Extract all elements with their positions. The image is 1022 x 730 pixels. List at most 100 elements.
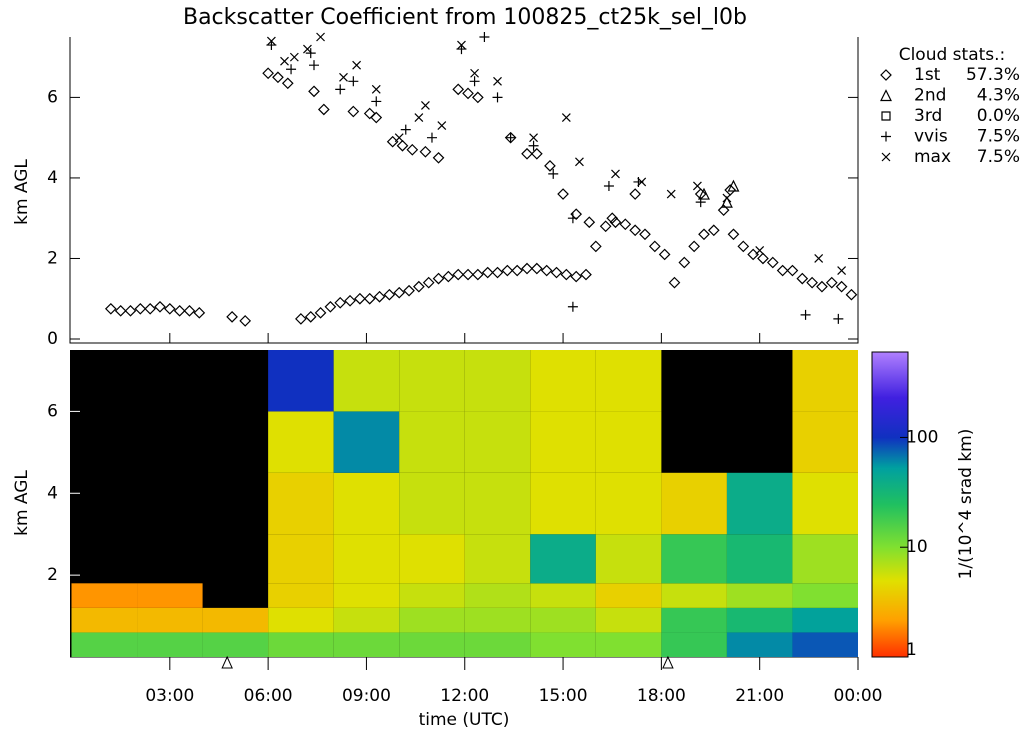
legend-label: max (914, 147, 951, 167)
heat-cell (333, 411, 400, 473)
data-point (814, 254, 824, 263)
data-point (370, 111, 383, 124)
data-point (548, 168, 559, 179)
heat-cell (595, 472, 662, 535)
heat-cell (464, 472, 531, 535)
data-point (470, 68, 480, 78)
heat-cell (202, 607, 269, 633)
data-point (609, 216, 622, 229)
heat-cell (268, 411, 334, 473)
heat-cell (595, 534, 662, 584)
heat-cell (71, 607, 138, 633)
data-point (658, 248, 671, 261)
heat-cell (137, 583, 203, 608)
data-point (707, 224, 720, 237)
data-point (339, 72, 348, 82)
data-point (114, 304, 127, 317)
legend-symbol (881, 131, 891, 142)
data-point (348, 76, 359, 87)
data-point (589, 240, 602, 253)
data-point (570, 270, 583, 283)
data-point (666, 189, 676, 199)
data-point (442, 270, 455, 283)
data-point (452, 268, 465, 281)
data-point (727, 179, 740, 192)
data-point (472, 268, 484, 281)
data-point (295, 313, 307, 325)
data-point (304, 311, 317, 323)
data-point (561, 113, 571, 122)
data-point (226, 311, 238, 323)
heat-cell (399, 350, 465, 412)
data-point (747, 248, 759, 261)
heat-cell (595, 350, 662, 412)
data-point (481, 266, 494, 279)
legend-symbol (880, 89, 892, 102)
heat-cell (202, 632, 269, 657)
heat-cell (530, 472, 596, 535)
data-point (678, 256, 691, 269)
data-point (317, 103, 330, 116)
data-point (530, 262, 543, 275)
data-point (266, 36, 276, 46)
data-point (717, 204, 730, 216)
legend-label: 2nd (914, 86, 946, 106)
data-point (668, 276, 681, 289)
heat-cell (792, 607, 858, 633)
data-point (825, 276, 838, 289)
heat-cell (726, 534, 793, 584)
data-point (432, 272, 445, 285)
heat-cell (661, 472, 727, 535)
heat-cell (399, 607, 465, 633)
data-point (575, 157, 584, 167)
data-point (308, 85, 320, 98)
heat-cell (595, 632, 662, 657)
data-point (757, 252, 769, 265)
colorbar (872, 352, 908, 657)
heat-cell (333, 607, 400, 633)
heat-cell (268, 583, 334, 608)
heat-cell (792, 350, 858, 412)
data-point (599, 220, 612, 233)
legend-label: 1st (914, 65, 941, 85)
heat-cell (792, 472, 858, 535)
data-point (550, 266, 563, 279)
heat-cell (464, 583, 531, 608)
colorbar-tick-label: 100 (906, 427, 938, 447)
data-point (354, 292, 366, 305)
data-point (695, 197, 706, 208)
heat-cell (595, 607, 662, 633)
data-point (462, 87, 474, 100)
heat-cell (595, 583, 662, 608)
heat-cell (726, 583, 793, 608)
data-point (193, 306, 206, 319)
y-tick-label: 6 (47, 401, 58, 421)
heat-cell (792, 583, 858, 608)
data-point (363, 107, 376, 120)
data-point (692, 181, 702, 191)
heat-cell (399, 472, 465, 535)
data-point (491, 266, 504, 279)
data-point (606, 212, 619, 225)
heat-cell (268, 632, 334, 657)
time-marker (662, 655, 674, 669)
heat-cell (333, 632, 400, 657)
data-point (334, 296, 347, 309)
heat-cell (464, 411, 531, 473)
data-point (776, 264, 789, 277)
legend-label: vvis (914, 127, 948, 147)
data-point (309, 60, 320, 71)
heat-cell (333, 350, 400, 412)
x-tick-label: 00:00 (834, 686, 883, 706)
data-point (737, 240, 750, 253)
y-tick-label: 6 (47, 87, 58, 107)
data-point (457, 40, 466, 50)
heat-cell (399, 411, 465, 473)
data-point (611, 169, 620, 179)
top-axes (69, 37, 859, 344)
data-point (504, 131, 517, 144)
data-point (124, 304, 137, 317)
heat-cell (71, 632, 138, 657)
heat-cell (726, 607, 793, 633)
